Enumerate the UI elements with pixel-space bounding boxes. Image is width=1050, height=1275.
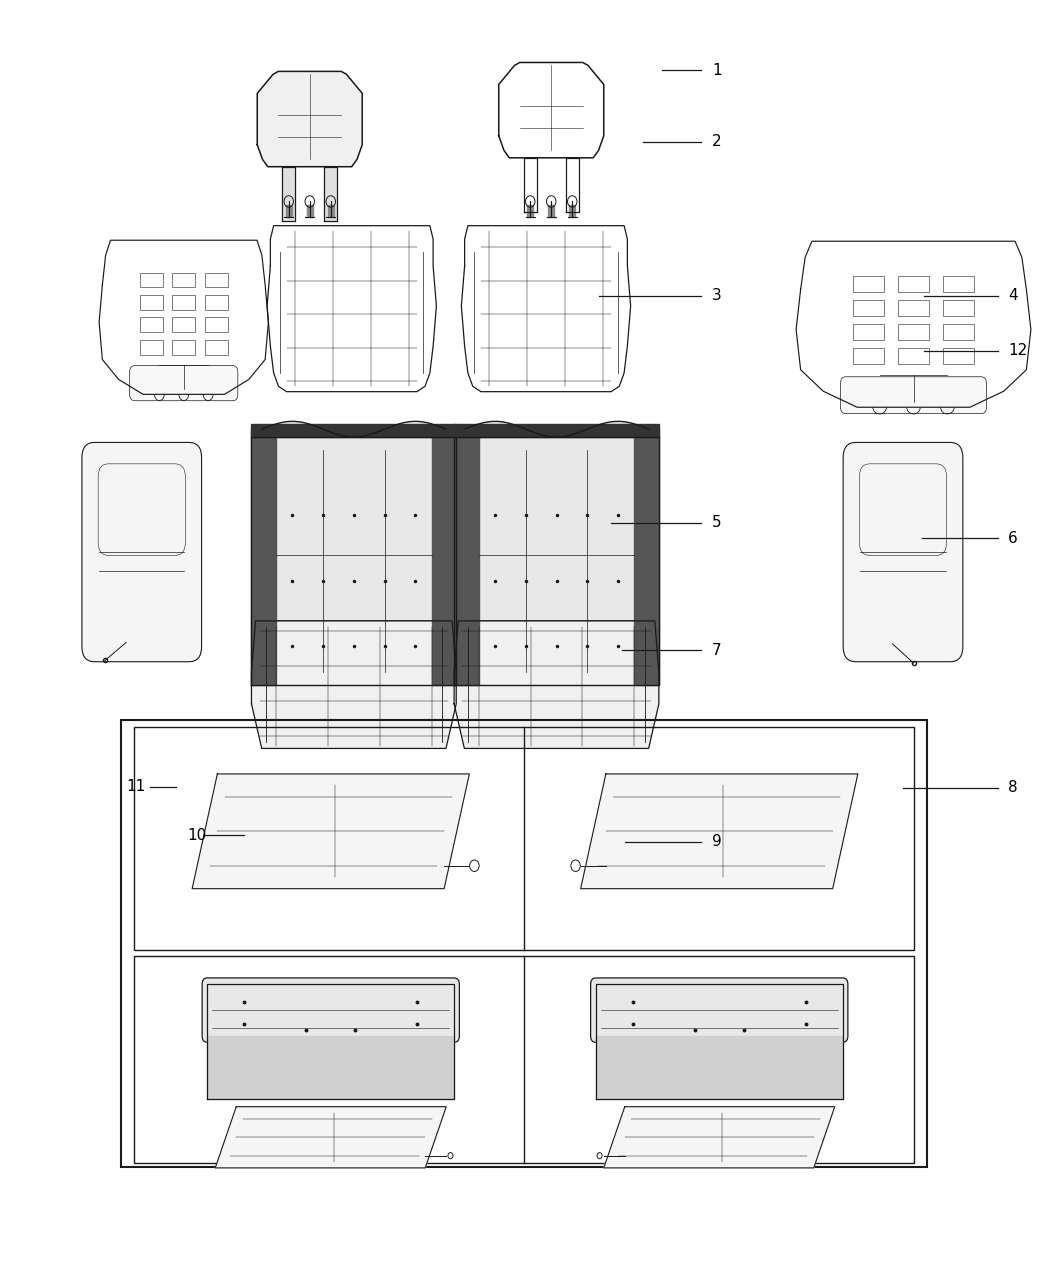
Bar — [853, 324, 884, 340]
Text: 4: 4 — [1008, 288, 1017, 303]
FancyBboxPatch shape — [130, 366, 237, 400]
Polygon shape — [432, 430, 456, 686]
Polygon shape — [499, 62, 604, 158]
Bar — [205, 339, 228, 354]
Text: 5: 5 — [712, 515, 721, 530]
Polygon shape — [267, 226, 437, 391]
Text: 9: 9 — [712, 834, 721, 849]
Polygon shape — [634, 430, 659, 686]
FancyBboxPatch shape — [843, 442, 963, 662]
Bar — [898, 324, 929, 340]
Text: 2: 2 — [712, 134, 721, 149]
Text: 6: 6 — [1008, 530, 1017, 546]
Polygon shape — [282, 167, 295, 221]
Text: 11: 11 — [126, 779, 145, 794]
Circle shape — [597, 1153, 602, 1159]
Polygon shape — [566, 158, 579, 212]
Polygon shape — [461, 226, 631, 391]
Bar — [943, 348, 974, 365]
Polygon shape — [527, 205, 533, 217]
Bar — [134, 727, 914, 950]
Bar — [205, 295, 228, 310]
Circle shape — [469, 861, 479, 872]
Text: 7: 7 — [712, 643, 721, 658]
FancyBboxPatch shape — [591, 978, 848, 1043]
Bar — [943, 300, 974, 316]
FancyBboxPatch shape — [840, 377, 987, 413]
Polygon shape — [548, 205, 554, 217]
Text: 8: 8 — [1008, 780, 1017, 796]
Text: 1: 1 — [712, 62, 721, 78]
Polygon shape — [454, 430, 479, 686]
Polygon shape — [524, 158, 537, 212]
Bar — [943, 277, 974, 292]
Polygon shape — [454, 621, 659, 748]
Bar — [172, 317, 195, 333]
Polygon shape — [99, 240, 269, 394]
Text: 10: 10 — [187, 827, 206, 843]
Bar — [121, 720, 927, 1167]
Bar — [853, 300, 884, 316]
Bar — [943, 324, 974, 340]
Bar — [898, 348, 929, 365]
Polygon shape — [208, 1035, 454, 1099]
Polygon shape — [569, 205, 575, 217]
Polygon shape — [796, 241, 1031, 407]
Bar — [140, 273, 163, 287]
Bar — [140, 339, 163, 354]
Polygon shape — [454, 423, 659, 437]
Bar — [853, 277, 884, 292]
Bar — [172, 295, 195, 310]
Polygon shape — [257, 71, 362, 167]
Bar — [898, 277, 929, 292]
Polygon shape — [252, 423, 456, 437]
Polygon shape — [324, 167, 337, 221]
Bar — [205, 273, 228, 287]
Circle shape — [448, 1153, 453, 1159]
Bar — [134, 956, 914, 1163]
FancyBboxPatch shape — [82, 442, 202, 662]
Polygon shape — [192, 774, 469, 889]
FancyBboxPatch shape — [202, 978, 460, 1043]
Polygon shape — [252, 430, 276, 686]
Bar — [898, 300, 929, 316]
Polygon shape — [596, 1035, 842, 1099]
Bar — [172, 339, 195, 354]
Bar — [172, 273, 195, 287]
Polygon shape — [286, 205, 292, 217]
Polygon shape — [604, 1107, 835, 1168]
Bar — [140, 295, 163, 310]
Polygon shape — [581, 774, 858, 889]
Bar — [205, 317, 228, 333]
Polygon shape — [215, 1107, 446, 1168]
Circle shape — [571, 861, 581, 872]
Polygon shape — [328, 205, 334, 217]
Bar — [140, 317, 163, 333]
Text: 3: 3 — [712, 288, 721, 303]
Polygon shape — [307, 205, 313, 217]
Polygon shape — [252, 621, 456, 748]
Bar — [853, 348, 884, 365]
Text: 12: 12 — [1008, 343, 1027, 358]
